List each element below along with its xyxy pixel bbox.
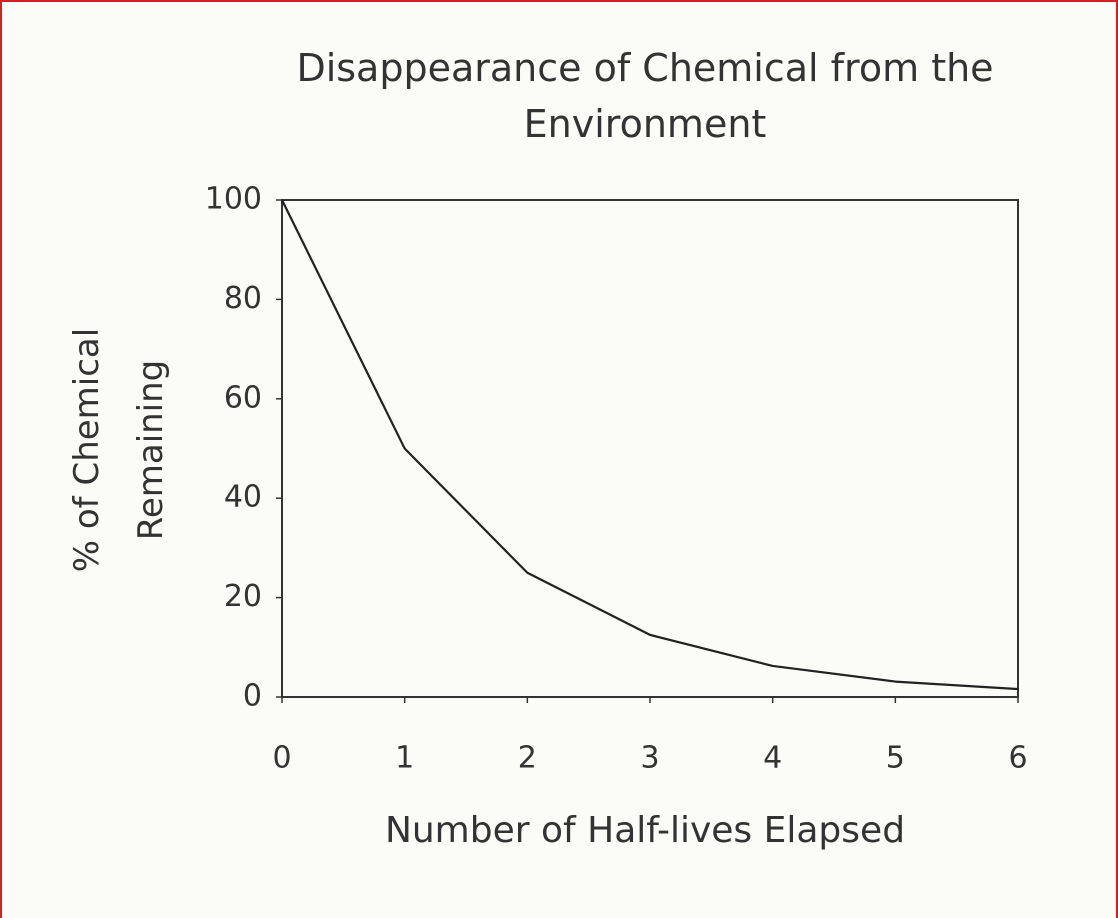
data-line: [281, 199, 1019, 691]
y-tick-label: 60: [224, 380, 262, 415]
y-tick-label: 100: [205, 182, 262, 217]
y-tick-label: 20: [224, 579, 262, 614]
x-tick-label: 3: [640, 741, 659, 776]
x-tick-label: 6: [1008, 741, 1027, 776]
x-tick-label: 1: [395, 741, 414, 776]
x-tick-label: 0: [272, 741, 291, 776]
y-tick-label: 80: [224, 281, 262, 316]
x-tick-label: 4: [763, 741, 782, 776]
plot-frame: [281, 199, 1019, 698]
x-tick-label: 2: [518, 741, 537, 776]
y-tick-label: 0: [243, 679, 262, 714]
x-axis-label: Number of Half-lives Elapsed: [384, 810, 906, 851]
chart-title: Disappearance of Chemical from the Envir…: [296, 46, 994, 146]
y-tick-label: 40: [224, 480, 262, 515]
x-tick-label: 5: [886, 741, 905, 776]
